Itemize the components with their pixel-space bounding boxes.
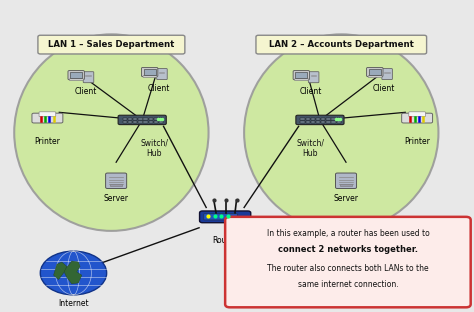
FancyBboxPatch shape bbox=[296, 115, 344, 124]
FancyBboxPatch shape bbox=[326, 118, 331, 120]
FancyBboxPatch shape bbox=[293, 71, 310, 80]
Text: same internet connection.: same internet connection. bbox=[298, 280, 398, 289]
FancyBboxPatch shape bbox=[118, 115, 166, 124]
Text: Client: Client bbox=[299, 87, 322, 96]
Text: Server: Server bbox=[334, 194, 358, 203]
FancyBboxPatch shape bbox=[148, 121, 153, 123]
FancyBboxPatch shape bbox=[309, 72, 319, 83]
Text: In this example, a router has been used to: In this example, a router has been used … bbox=[266, 229, 429, 238]
FancyBboxPatch shape bbox=[331, 121, 336, 123]
Polygon shape bbox=[54, 262, 67, 280]
FancyBboxPatch shape bbox=[301, 118, 305, 120]
FancyBboxPatch shape bbox=[70, 72, 82, 78]
FancyBboxPatch shape bbox=[225, 217, 471, 307]
FancyBboxPatch shape bbox=[331, 118, 336, 120]
FancyBboxPatch shape bbox=[306, 121, 310, 123]
FancyBboxPatch shape bbox=[336, 173, 356, 188]
FancyBboxPatch shape bbox=[204, 214, 237, 220]
FancyBboxPatch shape bbox=[133, 121, 137, 123]
FancyBboxPatch shape bbox=[148, 118, 153, 120]
FancyBboxPatch shape bbox=[200, 211, 251, 223]
Text: Switch/
Hub: Switch/ Hub bbox=[296, 138, 325, 158]
FancyBboxPatch shape bbox=[38, 35, 185, 54]
Text: The router also connects both LANs to the: The router also connects both LANs to th… bbox=[267, 265, 428, 274]
Text: Switch/
Hub: Switch/ Hub bbox=[140, 138, 168, 158]
FancyBboxPatch shape bbox=[70, 79, 83, 80]
FancyBboxPatch shape bbox=[39, 112, 56, 117]
FancyBboxPatch shape bbox=[301, 121, 305, 123]
Text: Client: Client bbox=[74, 87, 97, 96]
Text: Printer: Printer bbox=[35, 137, 60, 146]
FancyBboxPatch shape bbox=[368, 76, 382, 77]
FancyBboxPatch shape bbox=[369, 69, 381, 75]
Text: Server: Server bbox=[104, 194, 128, 203]
FancyBboxPatch shape bbox=[256, 35, 427, 54]
Text: connect 2 networks together.: connect 2 networks together. bbox=[278, 245, 418, 254]
FancyBboxPatch shape bbox=[311, 118, 315, 120]
FancyBboxPatch shape bbox=[123, 121, 127, 123]
FancyBboxPatch shape bbox=[337, 121, 341, 123]
FancyBboxPatch shape bbox=[295, 72, 307, 78]
FancyBboxPatch shape bbox=[306, 118, 310, 120]
FancyBboxPatch shape bbox=[316, 121, 320, 123]
FancyBboxPatch shape bbox=[128, 121, 132, 123]
FancyBboxPatch shape bbox=[83, 72, 94, 83]
FancyBboxPatch shape bbox=[128, 118, 132, 120]
FancyBboxPatch shape bbox=[154, 118, 158, 120]
FancyBboxPatch shape bbox=[154, 121, 158, 123]
FancyBboxPatch shape bbox=[159, 118, 163, 120]
FancyBboxPatch shape bbox=[106, 173, 127, 188]
Circle shape bbox=[40, 251, 107, 295]
Text: Internet: Internet bbox=[58, 299, 89, 308]
FancyBboxPatch shape bbox=[295, 79, 309, 80]
FancyBboxPatch shape bbox=[143, 76, 157, 77]
FancyBboxPatch shape bbox=[143, 118, 148, 120]
Ellipse shape bbox=[14, 34, 209, 231]
FancyBboxPatch shape bbox=[138, 121, 143, 123]
FancyBboxPatch shape bbox=[138, 118, 143, 120]
FancyBboxPatch shape bbox=[409, 112, 426, 117]
FancyBboxPatch shape bbox=[68, 71, 84, 80]
FancyBboxPatch shape bbox=[340, 184, 352, 186]
FancyBboxPatch shape bbox=[321, 118, 326, 120]
FancyBboxPatch shape bbox=[366, 67, 383, 77]
FancyBboxPatch shape bbox=[123, 118, 127, 120]
FancyBboxPatch shape bbox=[311, 121, 315, 123]
Polygon shape bbox=[64, 261, 82, 284]
Text: Printer: Printer bbox=[404, 137, 430, 146]
FancyBboxPatch shape bbox=[337, 118, 341, 120]
Ellipse shape bbox=[244, 34, 438, 231]
Text: Client: Client bbox=[147, 84, 170, 93]
Text: LAN 2 – Accounts Department: LAN 2 – Accounts Department bbox=[269, 41, 414, 49]
FancyBboxPatch shape bbox=[159, 121, 163, 123]
FancyBboxPatch shape bbox=[321, 121, 326, 123]
FancyBboxPatch shape bbox=[143, 121, 148, 123]
FancyBboxPatch shape bbox=[316, 118, 320, 120]
FancyBboxPatch shape bbox=[382, 69, 392, 80]
FancyBboxPatch shape bbox=[401, 113, 433, 123]
FancyBboxPatch shape bbox=[110, 184, 122, 186]
FancyBboxPatch shape bbox=[144, 69, 155, 75]
FancyBboxPatch shape bbox=[326, 121, 331, 123]
FancyBboxPatch shape bbox=[141, 67, 158, 77]
Text: LAN 1 – Sales Department: LAN 1 – Sales Department bbox=[48, 41, 174, 49]
FancyBboxPatch shape bbox=[133, 118, 137, 120]
Text: Router: Router bbox=[212, 236, 238, 245]
FancyBboxPatch shape bbox=[32, 113, 63, 123]
FancyBboxPatch shape bbox=[157, 69, 167, 80]
Text: Client: Client bbox=[373, 84, 395, 93]
